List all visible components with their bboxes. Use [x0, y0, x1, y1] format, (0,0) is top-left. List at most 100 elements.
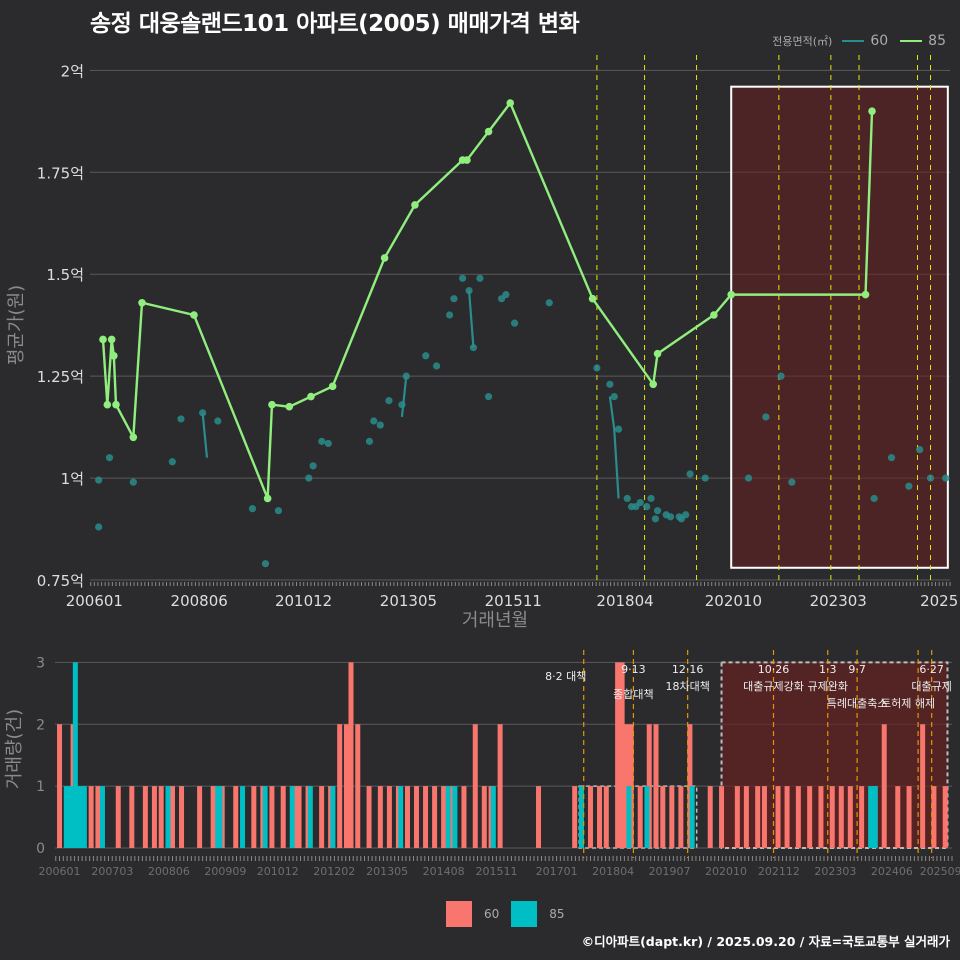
series-60-bar [784, 786, 790, 848]
series-85-bar [872, 786, 878, 848]
y-tick-label: 1.5억 [46, 266, 84, 284]
x-tick-label: 200601 [39, 865, 81, 878]
series-60-bar [179, 786, 185, 848]
series-60-bar [669, 786, 675, 848]
series-60-point [398, 401, 406, 409]
series-85-point [285, 402, 294, 411]
series-60-bar [158, 786, 164, 848]
series-85-bar [262, 786, 268, 848]
series-60-bar [95, 786, 101, 848]
series-60-point [95, 523, 103, 531]
y-tick-label: 0 [36, 841, 45, 857]
series-60-point [788, 478, 796, 486]
series-60-point [469, 344, 478, 352]
series-60-point [870, 494, 878, 503]
series-60-bar [603, 786, 609, 848]
price-chart: 0.75억 1억 1.25억 1.5억 1.75억 2억 200601 200806 20101… [6, 55, 958, 631]
series-60-bar [461, 786, 467, 848]
series-60-bar [619, 662, 625, 848]
policy-label: 특례대출축소 [827, 697, 888, 710]
x-tick-label: 202303 [814, 865, 856, 878]
series-60-point [318, 437, 326, 445]
series-60-bar [151, 786, 157, 848]
x-tick-label: 201804 [596, 592, 653, 610]
series-60-bar [597, 786, 603, 848]
series-85-point [103, 400, 112, 409]
series-60-point [653, 507, 662, 515]
series-60-bar [197, 786, 203, 848]
legend-swatch-85 [900, 40, 923, 42]
series-60-bar [881, 724, 887, 848]
series-85-bar [644, 786, 650, 848]
series-60-point [305, 474, 313, 482]
series-85-point [463, 156, 471, 164]
volume-legend-label-85: 85 [549, 907, 565, 921]
series-85-point [727, 290, 736, 299]
series-60-bar [343, 724, 349, 848]
x-tick-label: 202010 [705, 865, 747, 878]
series-85-bar [289, 786, 295, 848]
series-60-bar [859, 786, 865, 848]
series-85-point [380, 254, 389, 262]
y-axis-label: 거래량(건) [4, 709, 25, 789]
series-60-bar [296, 786, 302, 848]
policy-date-label: 12·16 [672, 663, 704, 676]
policy-date-label: 9·13 [621, 663, 646, 676]
series-60-point [614, 425, 623, 433]
series-60-bar [441, 786, 447, 848]
series-60-bar [572, 786, 578, 848]
series-85-point [861, 290, 870, 299]
series-85-point [99, 335, 107, 344]
series-60-point [610, 392, 618, 401]
x-tick-label: 201202 [313, 865, 355, 878]
x-tick-label: 201012 [257, 865, 299, 878]
y-tick-label: 0.75억 [37, 572, 84, 590]
series-85-bar [689, 786, 695, 848]
series-85-bar [72, 662, 78, 848]
series-60-bar [906, 786, 912, 848]
series-85-point [268, 400, 276, 409]
series-60-point [643, 503, 651, 511]
series-60-point [95, 476, 103, 484]
series-60-bar [280, 786, 286, 848]
series-85-bar [578, 786, 584, 848]
series-60-bar [142, 786, 148, 848]
series-60-point [385, 397, 393, 405]
series-60-point [593, 364, 601, 372]
series-60-point [465, 286, 473, 295]
policy-date-label: 10·26 [758, 663, 790, 676]
series-60-point [744, 474, 753, 482]
series-60-line [608, 396, 620, 499]
series-60-point [261, 560, 270, 568]
x-tick-label: 201907 [649, 865, 691, 878]
series-60-bar [920, 724, 926, 848]
series-60-point [450, 295, 458, 303]
series-85-point [138, 298, 146, 307]
x-tick-label: 201804 [592, 865, 634, 878]
series-85-point [506, 99, 515, 107]
series-85-bar [868, 786, 874, 848]
footer-credit: ©디아파트(dapt.kr) / 2025.09.20 / 자료=국토교통부 실… [581, 934, 950, 949]
series-85-bar [81, 786, 87, 848]
series-60-point [606, 380, 614, 388]
series-60-bar [337, 724, 343, 848]
series-60-point [402, 372, 410, 380]
legend-swatch-60 [842, 40, 865, 42]
series-85-bar [330, 786, 336, 848]
volume-legend: 60 85 [446, 900, 565, 928]
chart-title: 송정 대웅솔랜드101 아파트(2005) 매매가격 변화 [90, 11, 580, 37]
legend-title: 전용면적(㎡) [772, 35, 833, 48]
policy-label: 18차대책 [665, 680, 709, 693]
series-60-bar [838, 786, 844, 848]
area-legend: 전용면적(㎡) 60 85 [772, 32, 952, 50]
series-85-point [649, 380, 658, 389]
series-60-line [467, 290, 475, 348]
y-tick-label: 2 [36, 717, 45, 733]
series-60-bar [404, 786, 410, 848]
series-60-point [651, 515, 659, 523]
series-85-line [101, 100, 874, 499]
series-60-bar [269, 786, 275, 848]
series-85-point [107, 335, 116, 344]
series-60-bar [743, 786, 749, 848]
series-60-bar [210, 786, 216, 848]
